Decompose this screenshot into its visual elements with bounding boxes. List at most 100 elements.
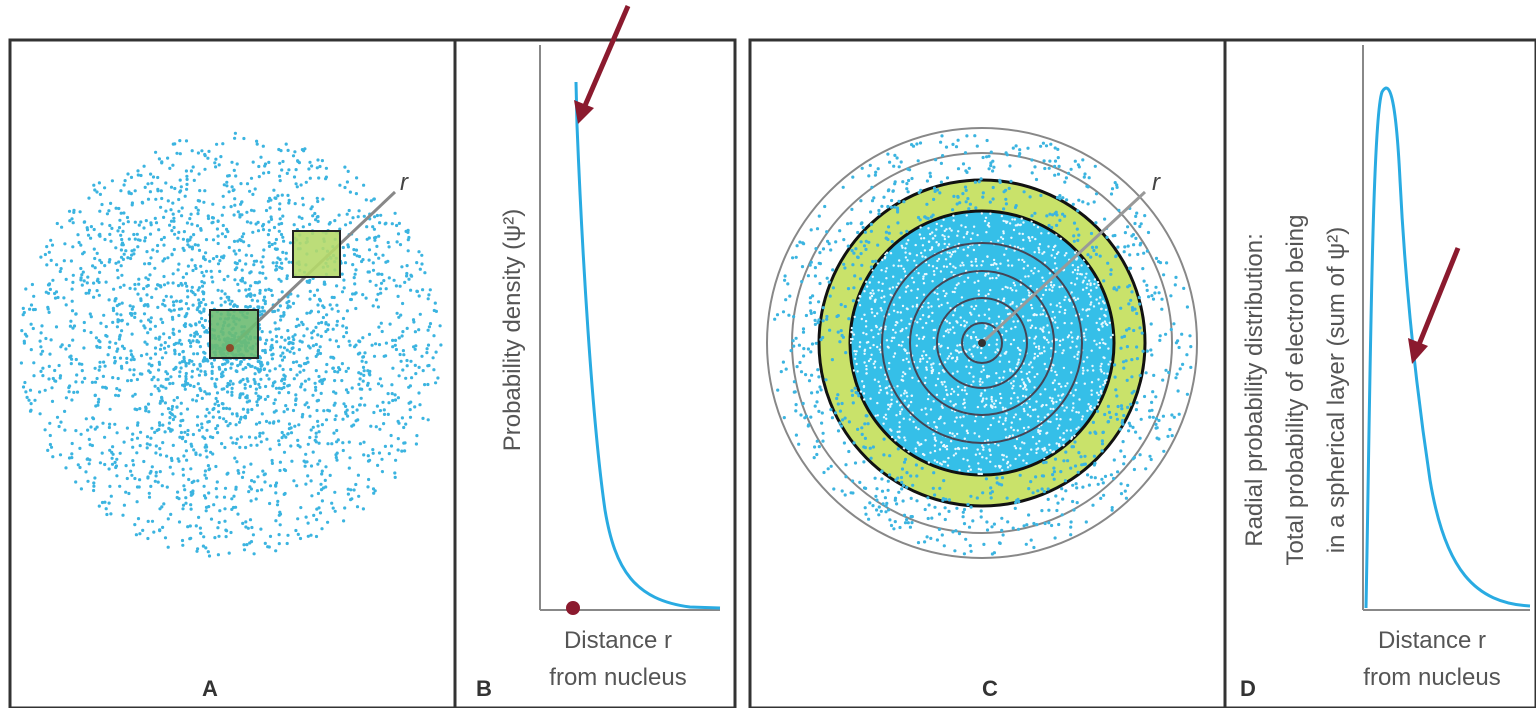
cloud-dot (1075, 482, 1078, 485)
cloud-speck (874, 301, 876, 303)
cloud-speck (1017, 396, 1019, 398)
cloud-dot (284, 339, 287, 342)
cloud-dot (427, 329, 430, 332)
cloud-dot (255, 423, 258, 426)
cloud-dot (304, 461, 307, 464)
cloud-speck (946, 320, 948, 322)
cloud-dot (1048, 224, 1051, 227)
cloud-dot (1131, 391, 1134, 394)
cloud-speck (1097, 328, 1099, 330)
cloud-speck (1109, 361, 1111, 363)
cloud-dot (1086, 473, 1089, 476)
cloud-speck (870, 292, 872, 294)
cloud-dot (321, 304, 324, 307)
cloud-speck (1056, 327, 1058, 329)
cloud-dot (986, 139, 989, 142)
cloud-dot (172, 217, 175, 220)
cloud-speck (1110, 336, 1112, 338)
cloud-dot (989, 486, 992, 489)
cloud-dot (415, 434, 418, 437)
cloud-dot (1091, 504, 1094, 507)
cloud-dot (887, 508, 890, 511)
cloud-dot (217, 242, 220, 245)
cloud-speck (1027, 265, 1029, 267)
cloud-dot (1032, 546, 1035, 549)
cloud-dot (279, 354, 282, 357)
cloud-dot (991, 169, 994, 172)
cloud-dot (400, 360, 403, 363)
cloud-dot (398, 336, 401, 339)
cloud-speck (991, 396, 993, 398)
cloud-dot (116, 431, 119, 434)
cloud-speck (993, 259, 995, 261)
cloud-speck (868, 360, 870, 362)
cloud-dot (1136, 357, 1139, 360)
cloud-dot (1110, 268, 1113, 271)
cloud-speck (1015, 290, 1017, 292)
cloud-dot (999, 181, 1002, 184)
cloud-dot (112, 288, 115, 291)
cloud-dot (160, 160, 163, 163)
cloud-dot (156, 244, 159, 247)
cloud-dot (810, 261, 813, 264)
cloud-dot (991, 160, 994, 163)
cloud-dot (262, 228, 265, 231)
cloud-dot (874, 174, 877, 177)
cloud-dot (1167, 371, 1170, 374)
cloud-dot (136, 245, 139, 248)
cloud-speck (955, 349, 957, 351)
cloud-dot (124, 179, 127, 182)
cloud-dot (401, 330, 404, 333)
cloud-dot (161, 441, 164, 444)
cloud-speck (1016, 363, 1018, 365)
cloud-dot (321, 423, 324, 426)
cloud-dot (388, 276, 391, 279)
cloud-dot (216, 431, 219, 434)
cloud-dot (284, 492, 287, 495)
cloud-speck (966, 459, 968, 461)
cloud-speck (1058, 311, 1060, 313)
cloud-dot (277, 420, 280, 423)
cloud-dot (342, 279, 345, 282)
cloud-dot (942, 479, 945, 482)
cloud-speck (1010, 397, 1012, 399)
cloud-dot (71, 245, 74, 248)
cloud-dot (798, 344, 801, 347)
cloud-speck (1064, 296, 1066, 298)
cloud-dot (64, 347, 67, 350)
cloud-speck (961, 296, 963, 298)
cloud-speck (1010, 382, 1012, 384)
cloud-dot (44, 389, 47, 392)
cloud-dot (113, 361, 116, 364)
cloud-dot (1066, 459, 1069, 462)
cloud-dot (1156, 426, 1159, 429)
cloud-speck (865, 320, 867, 322)
cloud-dot (1008, 164, 1011, 167)
cloud-speck (1052, 408, 1054, 410)
cloud-dot (184, 496, 187, 499)
cloud-speck (1052, 311, 1054, 313)
cloud-speck (859, 346, 861, 348)
cloud-dot (116, 304, 119, 307)
cloud-dot (141, 529, 144, 532)
cloud-dot (1031, 171, 1034, 174)
cloud-dot (840, 303, 843, 306)
cloud-dot (964, 151, 967, 154)
cloud-dot (103, 463, 106, 466)
cloud-speck (949, 322, 951, 324)
cloud-dot (1160, 308, 1163, 311)
cloud-dot (70, 398, 73, 401)
cloud-dot (207, 464, 210, 467)
cloud-speck (944, 243, 946, 245)
cloud-dot (927, 217, 930, 220)
cloud-dot (130, 249, 133, 252)
cloud-dot (198, 286, 201, 289)
cloud-dot (307, 167, 310, 170)
cloud-dot (191, 339, 194, 342)
cloud-speck (996, 339, 998, 341)
cloud-dot (218, 259, 221, 262)
cloud-dot (980, 515, 983, 518)
cloud-dot (776, 313, 779, 316)
cloud-speck (1005, 286, 1007, 288)
cloud-dot (221, 142, 224, 145)
